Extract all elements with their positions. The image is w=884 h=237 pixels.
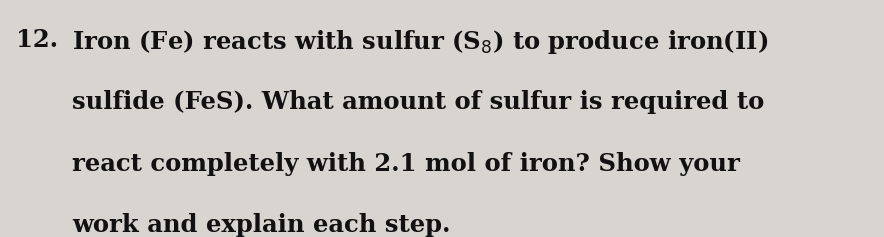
Text: Iron (Fe) reacts with sulfur (S$_8$) to produce iron(II): Iron (Fe) reacts with sulfur (S$_8$) to … <box>72 28 769 56</box>
Text: 12.: 12. <box>16 28 58 52</box>
Text: sulfide (FeS). What amount of sulfur is required to: sulfide (FeS). What amount of sulfur is … <box>72 90 765 114</box>
Text: react completely with 2.1 mol of iron? Show your: react completely with 2.1 mol of iron? S… <box>72 152 741 176</box>
Text: work and explain each step.: work and explain each step. <box>72 213 451 237</box>
